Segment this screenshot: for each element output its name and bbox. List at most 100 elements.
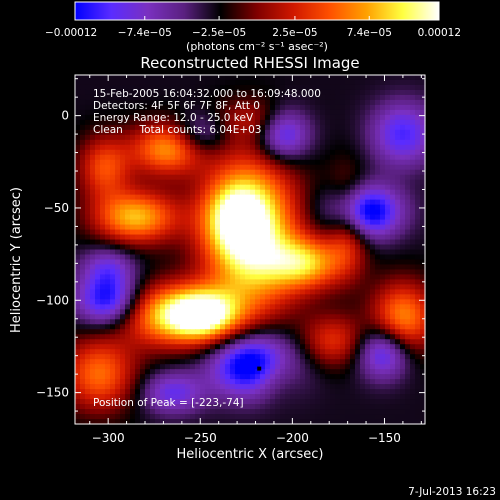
heatmap-cell [150, 319, 156, 325]
heatmap-cell [215, 389, 221, 395]
heatmap-cell [260, 409, 266, 415]
heatmap-cell [290, 179, 296, 186]
heatmap-cell [390, 274, 396, 281]
heatmap-cell [220, 159, 226, 166]
heatmap-cell [115, 239, 121, 246]
heatmap-cell [90, 219, 96, 226]
heatmap-cell [165, 129, 171, 136]
heatmap-cell [395, 164, 401, 171]
heatmap-cell [245, 324, 251, 330]
heatmap-cell [165, 169, 171, 176]
heatmap-cell [220, 244, 226, 251]
heatmap-cell [325, 269, 331, 276]
heatmap-cell [260, 75, 266, 81]
heatmap-cell [150, 84, 156, 91]
heatmap-cell [130, 144, 136, 151]
heatmap-cell [230, 289, 236, 295]
heatmap-cell [310, 104, 316, 111]
heatmap-cell [395, 214, 401, 221]
heatmap-cell [200, 409, 206, 415]
heatmap-cell [305, 164, 311, 171]
heatmap-cell [240, 114, 246, 121]
heatmap-cell [370, 124, 376, 131]
heatmap-cell [80, 199, 86, 206]
heatmap-cell [185, 284, 191, 290]
heatmap-cell [300, 314, 306, 320]
heatmap-cell [225, 339, 231, 345]
heatmap-cell [345, 369, 351, 375]
heatmap-cell [160, 254, 166, 261]
heatmap-cell [350, 304, 356, 310]
heatmap-cell [200, 169, 206, 176]
heatmap-cell [95, 374, 101, 380]
heatmap-cell [230, 254, 236, 261]
heatmap-cell [110, 124, 116, 131]
heatmap-cell [330, 204, 336, 211]
heatmap-cell [300, 364, 306, 370]
heatmap-cell [285, 264, 291, 271]
heatmap-cell [195, 329, 201, 335]
heatmap-cell [235, 259, 241, 266]
heatmap-cell [400, 219, 406, 226]
heatmap-cell [135, 139, 141, 146]
heatmap-cell [365, 349, 371, 355]
heatmap-cell [185, 349, 191, 355]
heatmap-cell [85, 214, 91, 221]
heatmap-cell [235, 419, 241, 425]
heatmap-cell [150, 384, 156, 390]
heatmap-cell [345, 139, 351, 146]
heatmap-cell [335, 129, 341, 136]
heatmap-cell [210, 379, 216, 385]
heatmap-cell [105, 359, 111, 365]
heatmap-cell [90, 89, 96, 96]
heatmap-cell [395, 269, 401, 276]
heatmap-cell [170, 354, 176, 360]
heatmap-cell [155, 394, 161, 400]
heatmap-cell [175, 344, 181, 350]
heatmap-cell [280, 234, 286, 241]
heatmap-cell [135, 339, 141, 345]
heatmap-cell [405, 119, 411, 126]
heatmap-cell [405, 239, 411, 246]
heatmap-cell [355, 409, 361, 415]
heatmap-cell [160, 219, 166, 226]
heatmap-cell [260, 304, 266, 310]
heatmap-cell [275, 114, 281, 121]
heatmap-cell [340, 374, 346, 380]
heatmap-cell [215, 364, 221, 370]
heatmap-cell [160, 349, 166, 355]
heatmap-cell [295, 359, 301, 365]
heatmap-cell [210, 164, 216, 171]
heatmap-cell [375, 154, 381, 161]
heatmap-cell [80, 194, 86, 201]
heatmap-cell [285, 229, 291, 236]
heatmap-cell [190, 344, 196, 350]
heatmap-cell [275, 314, 281, 320]
heatmap-cell [105, 224, 111, 231]
heatmap-cell [215, 184, 221, 191]
heatmap-cell [105, 164, 111, 171]
heatmap-cell [365, 324, 371, 330]
heatmap-cell [260, 169, 266, 176]
heatmap-cell [215, 94, 221, 101]
heatmap-cell [355, 139, 361, 146]
heatmap-cell [385, 214, 391, 221]
heatmap-cell [330, 309, 336, 315]
heatmap-cell [195, 399, 201, 405]
heatmap-cell [205, 399, 211, 405]
heatmap-cell [120, 304, 126, 310]
heatmap-cell [280, 164, 286, 171]
heatmap-cell [390, 324, 396, 330]
heatmap-cell [400, 119, 406, 126]
heatmap-cell [160, 164, 166, 171]
heatmap-cell [340, 104, 346, 111]
heatmap-cell [110, 224, 116, 231]
heatmap-cell [175, 154, 181, 161]
heatmap-cell [280, 319, 286, 325]
heatmap-cell [330, 104, 336, 111]
heatmap-cell [265, 359, 271, 365]
heatmap-cell [165, 184, 171, 191]
heatmap-cell [235, 364, 241, 370]
heatmap-cell [185, 84, 191, 91]
heatmap-cell [130, 294, 136, 300]
